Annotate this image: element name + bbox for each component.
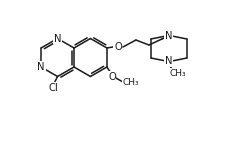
Text: O: O [114,42,122,52]
Text: CH₃: CH₃ [170,69,186,78]
Text: N: N [165,56,173,66]
Text: Cl: Cl [49,82,58,93]
Text: N: N [54,34,61,43]
Text: N: N [165,31,173,41]
Text: CH₃: CH₃ [123,78,139,86]
Text: N: N [37,62,45,72]
Text: O: O [108,72,116,82]
